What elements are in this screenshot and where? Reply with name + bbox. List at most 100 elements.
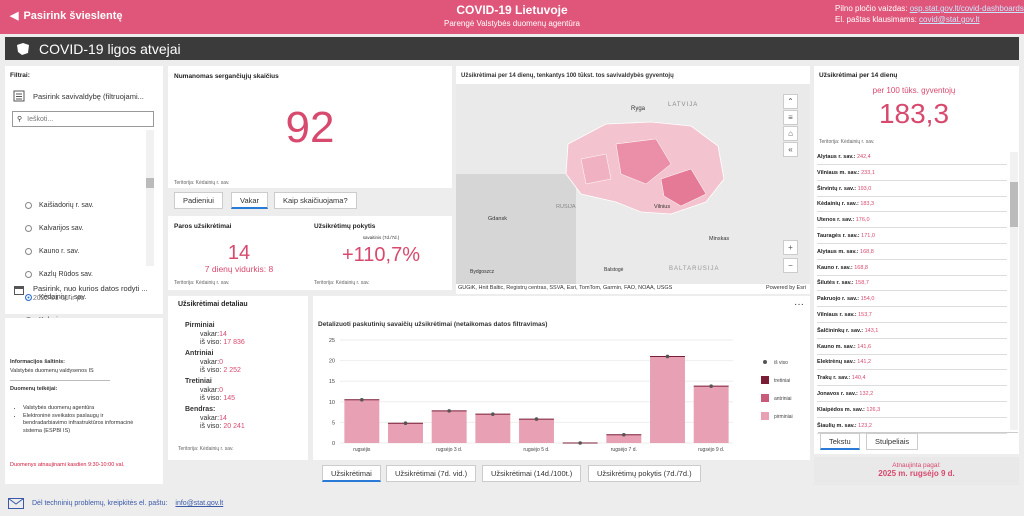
bar-pirminiai[interactable] [519,419,554,443]
detail-total-label: iš viso: [200,339,222,346]
detail-group-name: Pirminiai [185,322,215,329]
bar-pirminiai[interactable] [606,434,642,443]
tab-daily[interactable]: Padieniui [174,192,223,209]
date-filter[interactable]: Pasirink, nuo kurios datos rodyti ... 202… [13,284,148,302]
estimated-sick-value: 92 [285,103,335,152]
divider [10,380,110,381]
y-tick-label: 15 [329,379,335,385]
municipality-option-label: Kazlų Rūdos sav. [39,271,93,278]
zoom-out-button[interactable]: − [783,258,798,273]
municipality-filter-title: Pasirink savivaldybę (filtruojami... [13,90,144,102]
y-tick-label: 5 [332,420,335,426]
map-expand-button[interactable]: « [783,142,798,157]
radio-icon [25,225,32,232]
estimated-sick-label: Numanomas sergančiųjų skaičius [174,73,279,80]
rate-list-scrollbar[interactable] [1010,152,1018,430]
rate-row-value: 126,3 [866,406,881,413]
bar-pirminiai[interactable] [650,356,685,443]
back-to-dashboards-link[interactable]: ◀ Pasirink švieslentę [10,9,123,23]
wide-view-link[interactable]: osp.stat.gov.lt/covid-dashboards [909,4,1024,13]
municipality-list-scrollbar[interactable] [146,130,154,266]
detail-group-name: Antriniai [185,350,214,357]
total-point [665,354,670,359]
territory-note: Teritorija: Kėdainių r. sav. [819,139,875,145]
rate-row: Elektrėnų sav.: 141,2 [817,355,1007,371]
zoom-in-button[interactable]: + [783,240,798,255]
y-tick-label: 10 [329,400,335,406]
email-link[interactable]: covid@stat.gov.lt [919,15,980,24]
detail-total-label: iš viso: [200,395,222,402]
info-panel: Informacijos šaltinis: Valstybės duomenų… [5,318,163,484]
map-label-vilnius: Vilnius [654,204,671,210]
rate-row-name: Vilniaus r. sav.: [817,312,857,318]
bar-pirminiai[interactable] [344,399,380,443]
rate-panel: Užsikrėtimai per 14 dienų per 100 tūks. … [814,66,1019,454]
source-text: Valstybės duomenų valdysenos IS [10,368,94,374]
municipality-option[interactable]: Kaišiadorių r. sav. [25,202,94,209]
detail-total-row: iš viso: 17 836 [200,339,245,346]
chart-tab[interactable]: Užsikrėtimai [322,465,381,482]
infection-change-sublabel: savaitinis (7d./7d.) [362,235,400,240]
rate-row-name: Utenos r. sav.: [817,217,855,224]
detail-card: Užsikrėtimai detaliau Teritorija: Kėdain… [168,296,308,460]
bar-pirminiai[interactable] [431,410,467,443]
map-home-button[interactable]: ⌂ [783,126,798,141]
total-point [491,412,495,416]
tab-bars[interactable]: Stulpeliais [866,433,919,450]
map-collapse-button[interactable]: ⌃ [783,94,798,109]
rate-row-name: Kauno r. sav.: [817,264,853,271]
bar-pirminiai[interactable] [388,423,423,443]
municipality-option-label: Kaišiadorių r. sav. [39,202,94,209]
rate-row-value: 140,4 [851,375,866,382]
tab-text[interactable]: Tekstu [820,433,860,450]
bar-pirminiai[interactable] [693,386,729,443]
email-info: El. paštas klausimams: covid@stat.gov.lt [835,15,980,24]
rate-row: Kauno m. sav.: 141,6 [817,340,1007,355]
detail-total-row: iš viso: 145 [200,395,235,402]
detail-week-value: 14 [219,330,227,338]
daily-infections-value: 14 [227,242,251,264]
detail-week-row: vakar:14 [200,331,227,338]
chart-tab[interactable]: Užsikrėtimų pokytis (7d./7d.) [588,465,701,482]
detail-week-value: 14 [219,414,227,422]
radio-icon [25,248,32,255]
sea-area [456,174,576,284]
municipality-option[interactable]: Kalvarijos sav. [25,225,84,232]
filters-panel: Filtrai: Pasirink savivaldybę (filtruoja… [5,66,163,324]
rate-row: Utenos r. sav.: 176,0 [817,213,1007,229]
updated-label: Atnaujinta pagal: [892,462,941,469]
municipality-option-label: Kauno r. sav. [39,248,80,255]
infections-map[interactable]: Ryga LATVIJA RUSIJA Gdansk Vilnius Minsk… [456,84,810,284]
rate-row-value: 154,0 [860,296,875,303]
x-tick-label: rugsėjo 3 d. [436,447,462,453]
more-options-icon[interactable]: ··· [794,299,804,310]
bar-pirminiai[interactable] [475,414,511,443]
municipality-option[interactable]: Kauno r. sav. [25,248,79,255]
rate-row-value: 193,0 [857,185,872,192]
support-email-link[interactable]: info@stat.gov.lt [175,500,224,507]
detail-week-row: vakar:14 [200,415,227,422]
municipality-option[interactable]: Kazlų Rūdos sav. [25,271,93,278]
rate-row-value: 143,1 [864,327,879,334]
updated-box: Atnaujinta pagal: 2025 m. rugsėjo 9 d. [814,457,1019,485]
detail-week-label: vakar: [200,358,220,366]
daily-infections-label: Paros užsikrėtimai [174,223,232,230]
rate-row: Klaipėdos m. sav.: 126,3 [817,403,1007,418]
tab-how-calculated[interactable]: Kaip skaičiuojama? [274,192,357,209]
rate-label: Užsikrėtimai per 14 dienų [819,72,898,79]
tab-yesterday[interactable]: Vakar [231,192,269,209]
rate-row-name: Elektrėnų sav.: [817,359,856,366]
rate-row-name: Alytaus r. sav.: [817,154,856,160]
rate-row-name: Kauno m. sav.: [817,343,856,350]
municipality-option[interactable]: Kėdainių r. sav. [25,294,86,301]
chart-tab[interactable]: Užsikrėtimai (7d. vid.) [386,465,477,482]
map-attribution: GUGiK, Hnit Baltic, Registrų centras, SS… [458,285,673,291]
rate-row-value: 141,6 [857,343,872,350]
detail-week-label: vakar: [200,414,220,422]
map-legend-button[interactable]: ≡ [783,110,798,125]
chart-tab[interactable]: Užsikrėtimai (14d./100t.) [482,465,582,482]
chart-card: ··· Detalizuoti paskutinių savaičių užsi… [313,296,810,460]
rate-row-value: 242,4 [856,154,871,160]
municipality-search-input[interactable]: ⚲ Ieškoti... [12,111,154,127]
legend-label: tretiniai [774,378,790,384]
